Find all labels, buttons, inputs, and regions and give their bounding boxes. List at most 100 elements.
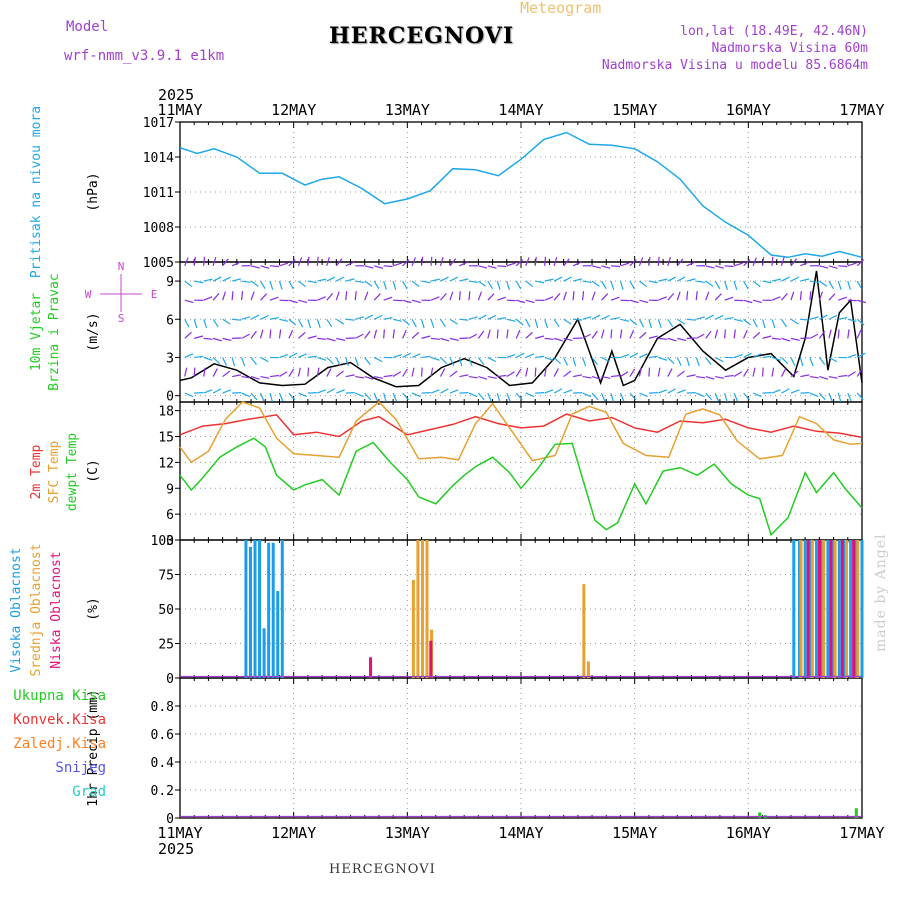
wind-arrow	[458, 357, 463, 367]
wind-arrow	[838, 296, 847, 301]
wind-arrow	[449, 258, 457, 267]
wind-arrow	[240, 291, 244, 301]
wind-arrow	[790, 318, 799, 325]
wind-arrow	[430, 337, 441, 340]
wind-arrow	[563, 357, 568, 366]
wind-arrow	[535, 335, 545, 339]
wind-arrow	[269, 265, 280, 268]
wind-arrow	[828, 375, 838, 379]
y-tick-label: 3	[166, 351, 174, 366]
series-label-pressure: Pritisak na nivou mora	[29, 106, 44, 278]
wind-arrow	[222, 357, 227, 366]
wind-arrow	[317, 278, 327, 282]
wind-arrow	[591, 375, 601, 380]
wind-arrow	[250, 330, 257, 339]
wind-arrow	[771, 356, 781, 361]
wind-arrow	[601, 280, 607, 290]
wind-arrow	[345, 261, 355, 267]
wind-arrow	[761, 256, 765, 266]
model-elevation-text: Nadmorska Visina u modelu 85.6864m	[601, 58, 868, 73]
wind-arrow	[478, 375, 488, 380]
wind-arrow	[259, 329, 264, 339]
wind-arrow	[203, 296, 213, 301]
wind-arrow	[383, 280, 387, 290]
wind-arrow	[402, 392, 409, 401]
wind-arrow	[610, 374, 620, 378]
wind-arrow	[582, 392, 592, 398]
wind-arrow	[752, 257, 757, 267]
wind-arrow	[250, 357, 257, 365]
bar-srednja-oblacnost	[799, 540, 803, 678]
wind-arrow	[657, 367, 661, 377]
wind-arrow	[591, 314, 601, 320]
bar-visoka-oblacnost	[280, 540, 284, 678]
wind-arrow	[212, 276, 222, 282]
wind-arrow	[477, 392, 485, 401]
wind-arrow	[497, 316, 507, 320]
wind-arrow	[449, 276, 459, 282]
wind-arrow	[828, 392, 833, 402]
wind-arrow	[496, 392, 501, 402]
wind-arrow	[572, 374, 583, 378]
series-label-mid-cloud: Srednja Oblacnost	[29, 543, 44, 676]
wind-arrow	[743, 368, 749, 377]
y-tick-label: 1005	[143, 256, 174, 271]
series-label-2m-temp: 2m Temp	[29, 444, 44, 499]
wind-arrow	[771, 278, 781, 282]
wind-arrow	[487, 356, 497, 363]
wind-arrow	[752, 318, 758, 328]
wind-arrow	[250, 392, 258, 401]
wind-arrow	[553, 337, 563, 342]
y-tick-label: 50	[158, 603, 174, 618]
y-tick-label: 15	[158, 431, 174, 446]
wind-arrow	[771, 389, 781, 394]
bar-srednja-oblacnost	[586, 661, 590, 678]
wind-arrow	[468, 333, 478, 339]
wind-arrow	[326, 292, 334, 301]
wind-arrow	[212, 318, 219, 328]
wind-arrow	[515, 259, 524, 267]
wind-arrow	[421, 280, 431, 284]
series-label-wind-2: Brzina i Pravac	[47, 273, 62, 390]
wind-arrow	[411, 392, 421, 398]
wind-arrow	[639, 392, 648, 398]
wind-arrow	[837, 329, 840, 339]
wind-arrow	[724, 374, 734, 378]
wind-arrow	[724, 329, 726, 339]
bar-srednja-oblacnost	[411, 580, 415, 678]
wind-arrow	[184, 299, 194, 304]
series-line-10m-vjetar	[179, 270, 863, 388]
wind-arrow	[781, 388, 790, 394]
x-tick-label-bottom: 13MAY	[385, 824, 430, 842]
year-label-bottom: 2025	[158, 840, 194, 858]
wind-arrow	[402, 318, 410, 326]
series-line-pritisak-na-nivou-mora	[179, 131, 863, 259]
wind-arrow	[582, 357, 587, 367]
wind-arrow	[629, 280, 635, 290]
wind-arrow	[184, 367, 188, 377]
wind-arrow	[658, 296, 667, 301]
wind-arrow	[800, 374, 810, 378]
wind-arrow	[752, 299, 762, 304]
wind-arrow	[553, 388, 563, 394]
wind-arrow	[752, 392, 762, 398]
wind-arrow	[506, 371, 515, 378]
wind-arrow	[591, 392, 599, 401]
x-tick-label-bottom: 14MAY	[498, 824, 543, 842]
year-label-top: 2025	[158, 86, 194, 104]
wind-arrow	[515, 318, 524, 326]
wind-arrow	[317, 389, 326, 394]
wind-arrow	[638, 257, 644, 267]
wind-arrow	[695, 333, 705, 339]
wind-arrow	[468, 280, 478, 284]
wind-arrow	[364, 375, 374, 380]
wind-arrow	[809, 316, 819, 320]
wind-arrow	[619, 280, 624, 290]
wind-arrow	[307, 256, 310, 266]
wind-arrow	[743, 318, 751, 326]
wind-arrow	[402, 299, 412, 304]
wind-arrow	[364, 291, 369, 301]
wind-arrow	[676, 291, 681, 301]
wind-arrow	[193, 256, 196, 266]
wind-arrow	[743, 329, 748, 339]
